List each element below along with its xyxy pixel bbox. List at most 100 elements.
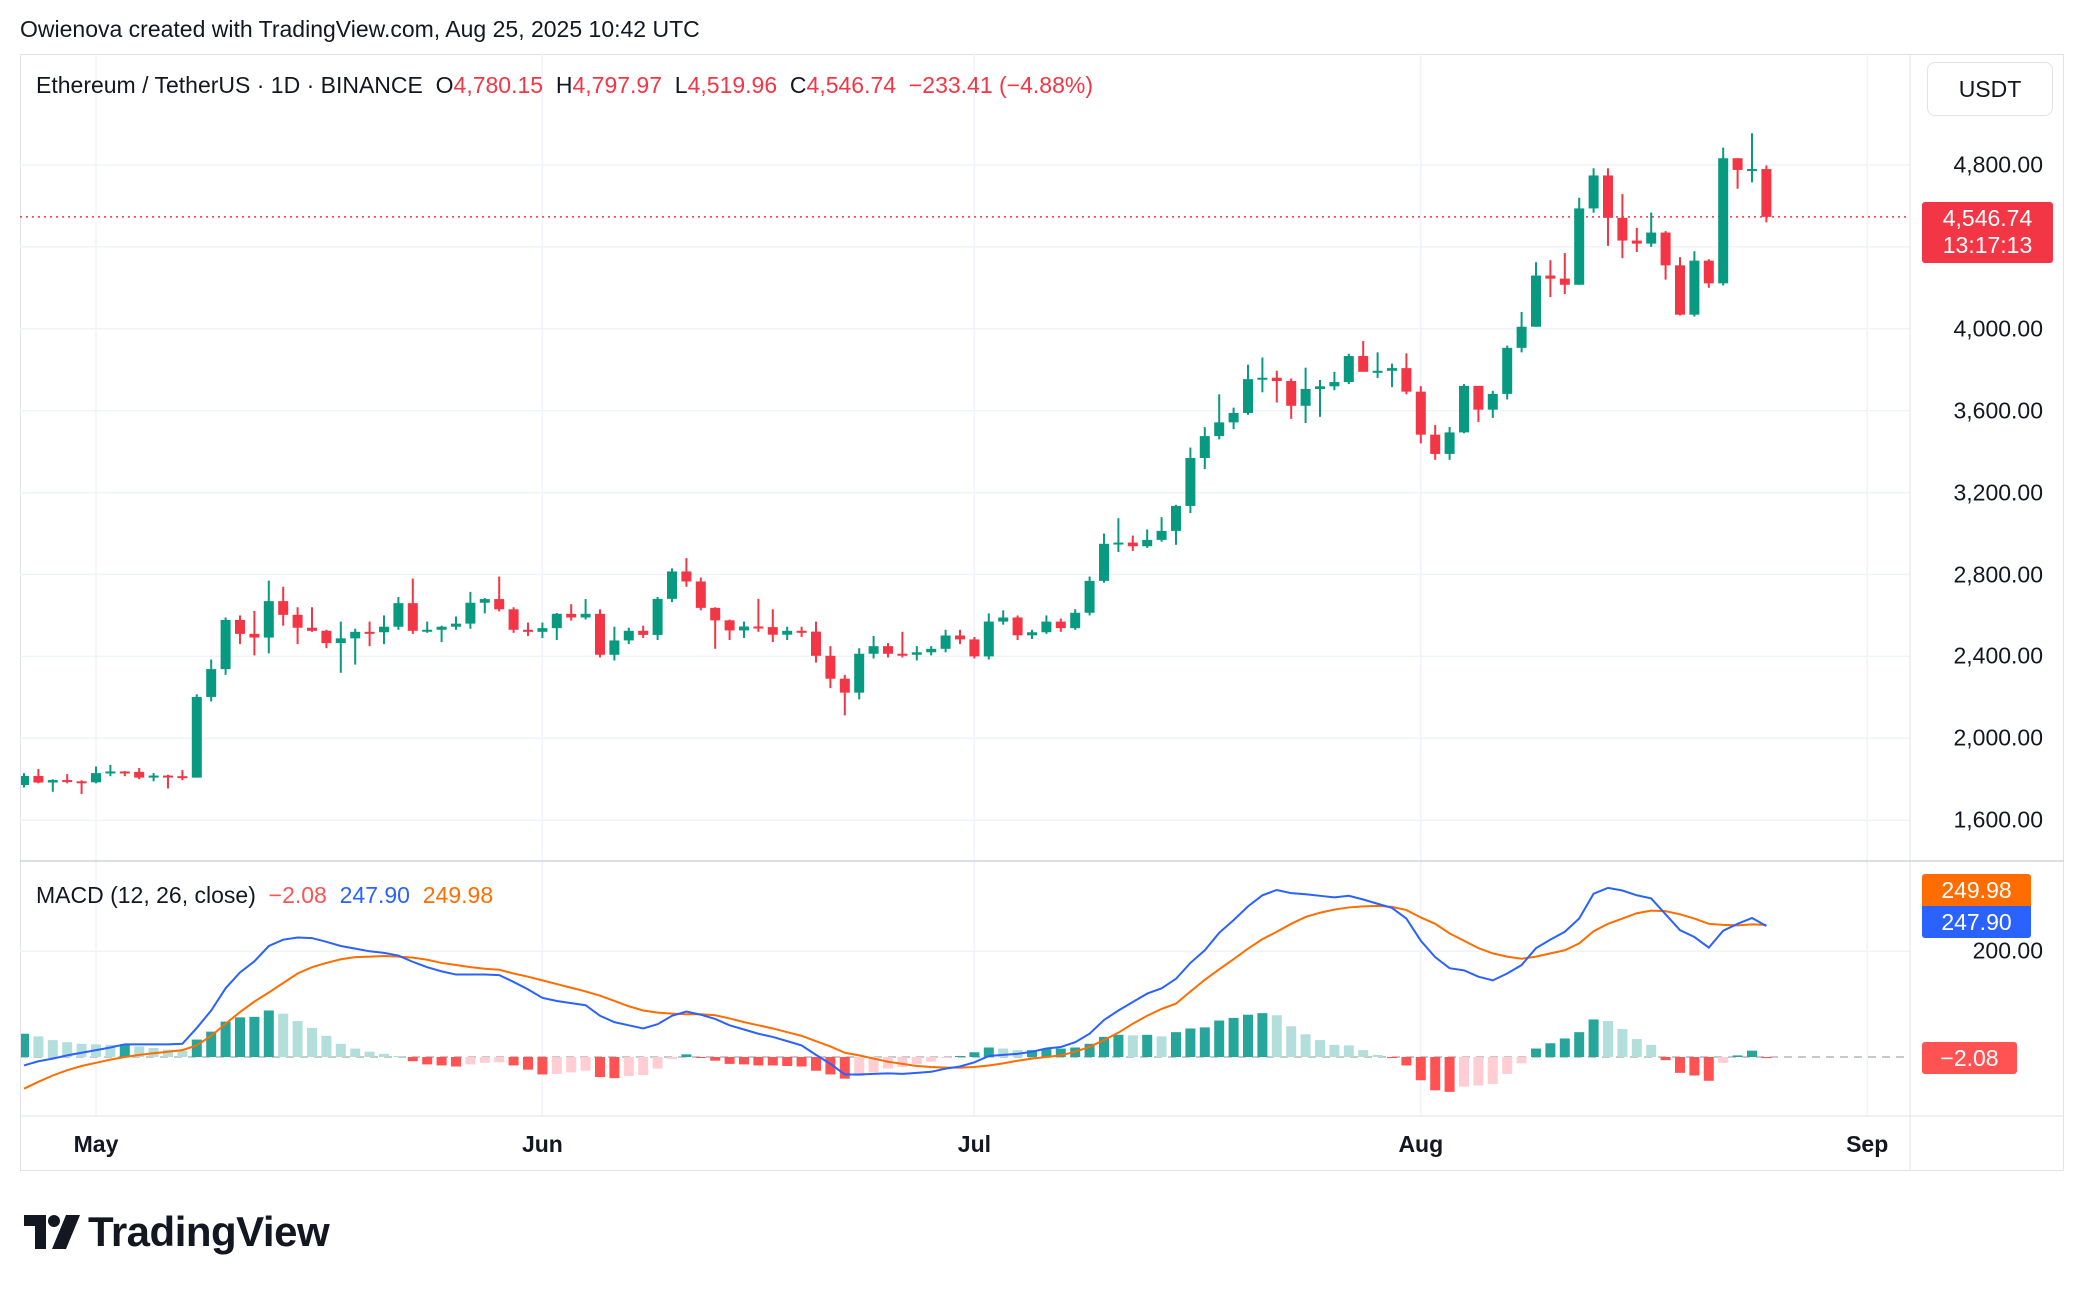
candle-body xyxy=(292,614,303,628)
candle xyxy=(1156,517,1167,542)
candle xyxy=(969,636,980,659)
candle-wick xyxy=(354,628,357,665)
candle xyxy=(1459,384,1469,434)
macd-pane xyxy=(21,886,1910,1092)
histogram-bar xyxy=(307,1027,317,1057)
candle-body xyxy=(1761,169,1772,217)
price-axis-label: 2,800.00 xyxy=(1953,561,2043,587)
last-price-tag: 4,546.74 13:17:13 xyxy=(1922,202,2053,263)
candle xyxy=(407,578,418,634)
histogram-bar xyxy=(638,1057,649,1075)
candle-body xyxy=(335,638,346,644)
candle-body xyxy=(1099,543,1109,581)
histogram-bar xyxy=(479,1057,490,1063)
histogram-bar xyxy=(1358,1050,1369,1057)
histogram-bar xyxy=(782,1057,793,1066)
candle-body xyxy=(1617,217,1628,241)
candle-body xyxy=(451,623,461,627)
candle xyxy=(1387,363,1397,388)
candle xyxy=(623,627,634,645)
histogram-bar xyxy=(350,1048,361,1057)
price-axis-label: 2,000.00 xyxy=(1953,724,2043,751)
high-value: 4,797.97 xyxy=(572,72,663,98)
candle xyxy=(782,626,793,641)
last-price-value: 4,546.74 xyxy=(1942,205,2033,231)
candle-body xyxy=(235,619,245,634)
candle-body xyxy=(508,609,519,630)
histogram-bar xyxy=(1761,1057,1772,1059)
candle-body xyxy=(1315,386,1325,389)
candle xyxy=(926,646,937,656)
candle-body xyxy=(566,613,577,618)
open-label: O xyxy=(435,72,454,98)
histogram-bar xyxy=(825,1057,836,1075)
histogram-bar xyxy=(1732,1055,1743,1057)
macd-hist-value: −2.08 xyxy=(268,882,327,908)
price-axis-label: 3,200.00 xyxy=(1953,479,2043,506)
candle-body xyxy=(537,628,548,632)
candle-body xyxy=(1675,265,1685,315)
histogram-bar xyxy=(335,1043,346,1057)
histogram-bar xyxy=(1185,1028,1196,1057)
candle xyxy=(883,643,893,658)
candle xyxy=(350,628,361,665)
candle-body xyxy=(119,771,130,774)
candle-body xyxy=(883,646,893,654)
histogram-bar xyxy=(1718,1057,1729,1063)
histogram-bar xyxy=(1588,1019,1599,1057)
candle-wick xyxy=(1650,212,1653,247)
candle xyxy=(1631,227,1642,253)
histogram-bar xyxy=(1660,1057,1671,1061)
histogram-bar xyxy=(235,1017,245,1057)
tradingview-logo[interactable]: TradingView xyxy=(24,1208,330,1256)
candle-body xyxy=(148,775,159,778)
candle xyxy=(767,609,778,643)
candle xyxy=(206,659,217,702)
candle xyxy=(1689,251,1700,317)
candle-body xyxy=(782,630,793,635)
candle xyxy=(479,598,490,614)
histogram-bar xyxy=(62,1042,73,1057)
candle-body xyxy=(940,635,951,649)
histogram-bar xyxy=(508,1057,519,1066)
candle xyxy=(1703,259,1714,288)
attribution-text: Owienova created with TradingView.com, A… xyxy=(20,16,700,42)
candle xyxy=(710,607,721,649)
candle-body xyxy=(1747,169,1757,172)
macd-value-tag: 247.90 xyxy=(1922,906,2031,938)
currency-button[interactable]: USDT xyxy=(1927,62,2053,116)
candle-body xyxy=(1171,505,1181,531)
candle xyxy=(796,626,807,637)
histogram-bar xyxy=(1473,1057,1484,1086)
candle-body xyxy=(350,631,361,639)
candle-body xyxy=(739,626,749,631)
histogram-bar xyxy=(451,1057,461,1067)
candle-wick xyxy=(253,610,256,656)
histogram-bar xyxy=(839,1057,850,1079)
histogram-bar xyxy=(998,1048,1009,1057)
histogram-bar xyxy=(422,1057,433,1065)
candle-body xyxy=(1631,240,1642,244)
candle-body xyxy=(681,571,692,582)
candle-wick xyxy=(181,770,184,781)
candle-wick xyxy=(1319,379,1321,417)
candle-body xyxy=(249,633,260,638)
candle-body xyxy=(955,635,965,640)
high-label: H xyxy=(555,72,573,98)
candle-body xyxy=(1142,539,1153,547)
candle-body xyxy=(1012,617,1023,636)
candle xyxy=(1142,529,1153,548)
candle xyxy=(566,604,577,621)
price-axis-label: 2,400.00 xyxy=(1953,642,2043,669)
candle-body xyxy=(76,781,87,784)
candle xyxy=(1430,425,1441,460)
candle-wick xyxy=(1376,352,1379,378)
candle-body xyxy=(1084,580,1095,613)
open-value: 4,780.15 xyxy=(453,72,544,98)
candle xyxy=(523,622,533,636)
candle xyxy=(1257,357,1268,393)
candle xyxy=(1675,257,1685,316)
candle xyxy=(911,646,922,661)
histogram-bar xyxy=(1387,1057,1397,1059)
